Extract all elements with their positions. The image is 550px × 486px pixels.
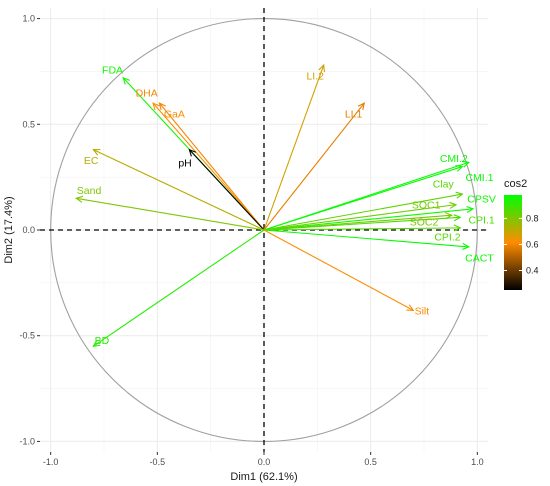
x-tick-label: -0.5: [150, 457, 166, 467]
x-tick-label: 0.5: [364, 457, 377, 467]
arrow-head-soc2: [445, 212, 453, 220]
arrow-head-dha: [158, 102, 167, 111]
label-silt: Silt: [415, 305, 430, 317]
arrow-shaft-cpi-2: [263, 227, 461, 231]
arrow-shaft-cact: [263, 229, 469, 248]
arrow-head-cpi-1: [453, 214, 462, 222]
arrow-head-sand: [75, 195, 84, 203]
arrow-shaft-dha: [159, 102, 265, 231]
y-axis-title: Dim2 (17.4%): [3, 196, 15, 263]
label-ec: EC: [84, 155, 99, 167]
variable-arrows: [75, 63, 475, 347]
label-li-2: LI.2: [306, 71, 324, 83]
y-axis-ticks: -1.0 -0.5 0.0 0.5 1.0: [19, 14, 40, 446]
arrow-clay: [263, 191, 464, 231]
label-soc1: SOC1: [412, 200, 441, 212]
cos2-legend: cos2 0.4 0.6 0.8: [504, 178, 539, 290]
arrow-shaft-li-1: [263, 102, 365, 231]
label-bd: BD: [95, 335, 110, 347]
arrow-shaft-bd: [93, 229, 265, 347]
arrow-li-2: [263, 63, 325, 231]
arrow-dha: [158, 102, 265, 231]
x-tick-label: 1.0: [471, 457, 484, 467]
y-tick-label: -1.0: [19, 436, 35, 446]
arrow-shaft-clay: [263, 193, 463, 231]
legend-color-bar: [504, 195, 522, 290]
arrow-head-silt: [406, 304, 415, 311]
arrow-shaft-cpi-1: [263, 216, 461, 231]
arrow-shaft-cpsv: [263, 208, 474, 231]
x-axis-title: Dim1 (62.1%): [230, 471, 297, 483]
arrow-bd: [92, 229, 265, 347]
legend-ticks: 0.4 0.6 0.8: [504, 213, 539, 275]
label-dha: DHA: [136, 88, 158, 100]
y-tick-label: -0.5: [19, 331, 35, 341]
arrow-ph: [188, 148, 265, 231]
arrow-head-soc1: [449, 201, 458, 209]
legend-title: cos2: [504, 178, 527, 190]
label-cmi-1: CMI.1: [465, 172, 493, 184]
arrow-cpsv: [263, 205, 475, 231]
arrow-head-gaa: [152, 102, 160, 111]
label-ph: pH: [178, 157, 191, 169]
arrow-head-li-1: [357, 102, 366, 111]
label-soc2: SOC2: [410, 217, 439, 229]
arrow-silt: [263, 229, 415, 311]
label-cpsv: CPSV: [467, 193, 496, 205]
legend-tick-label: 0.8: [526, 213, 539, 223]
arrow-head-cpsv: [466, 205, 475, 213]
arrow-shaft-ec: [93, 149, 265, 231]
arrow-cpi-1: [263, 214, 462, 231]
arrow-shaft-cmi-1: [263, 161, 469, 231]
arrow-soc1: [263, 201, 458, 231]
arrow-sand: [75, 195, 265, 231]
y-tick-label: 0.5: [22, 119, 35, 129]
variable-labels: FDA DHA GaA pH EC Sand BD LI.2 LI.1 CMI.2 CMI.1 Cla…: [77, 64, 496, 347]
arrow-ec: [92, 149, 265, 231]
arrow-li-1: [263, 102, 366, 231]
arrow-head-clay: [455, 191, 464, 199]
arrow-head-ec: [92, 149, 101, 156]
arrow-shaft-silt: [263, 229, 414, 311]
arrow-head-li-2: [318, 63, 325, 73]
arrow-shaft-li-2: [263, 64, 325, 231]
arrow-head-ph: [188, 148, 197, 157]
y-tick-label: 0.0: [22, 225, 35, 235]
legend-tick-label: 0.4: [526, 265, 539, 275]
arrow-head-bd: [92, 339, 101, 347]
arrow-shaft-sand: [76, 197, 265, 231]
arrow-cpi-2: [263, 224, 462, 232]
zero-lines: [40, 8, 488, 452]
x-axis-ticks: -1.0 -0.5 0.0 0.5 1.0: [43, 452, 484, 467]
label-cpi-1: CPI.1: [468, 214, 494, 226]
label-li-1: LI.1: [345, 109, 363, 121]
label-clay: Clay: [433, 178, 455, 190]
x-tick-label: -1.0: [43, 457, 59, 467]
label-cact: CACT: [465, 252, 494, 264]
arrow-head-cpi-2: [453, 224, 462, 232]
arrow-head-cact: [462, 242, 471, 250]
arrow-cmi-1: [263, 160, 471, 231]
label-sand: Sand: [77, 185, 102, 197]
y-tick-label: 1.0: [22, 14, 35, 24]
arrow-shaft-ph: [188, 149, 265, 231]
label-cpi-2: CPI.2: [434, 231, 460, 243]
arrow-shaft-gaa: [152, 102, 265, 231]
arrow-head-cmi-1: [461, 160, 471, 168]
label-gaa: GaA: [164, 109, 185, 121]
legend-tick-label: 0.6: [526, 239, 539, 249]
arrow-gaa: [152, 102, 265, 231]
label-fda: FDA: [102, 64, 123, 76]
label-cmi-2: CMI.2: [440, 153, 468, 165]
x-tick-label: 0.0: [258, 457, 271, 467]
arrow-cact: [263, 229, 471, 250]
arrow-shaft-soc1: [263, 204, 457, 231]
arrow-head-fda: [122, 76, 130, 85]
